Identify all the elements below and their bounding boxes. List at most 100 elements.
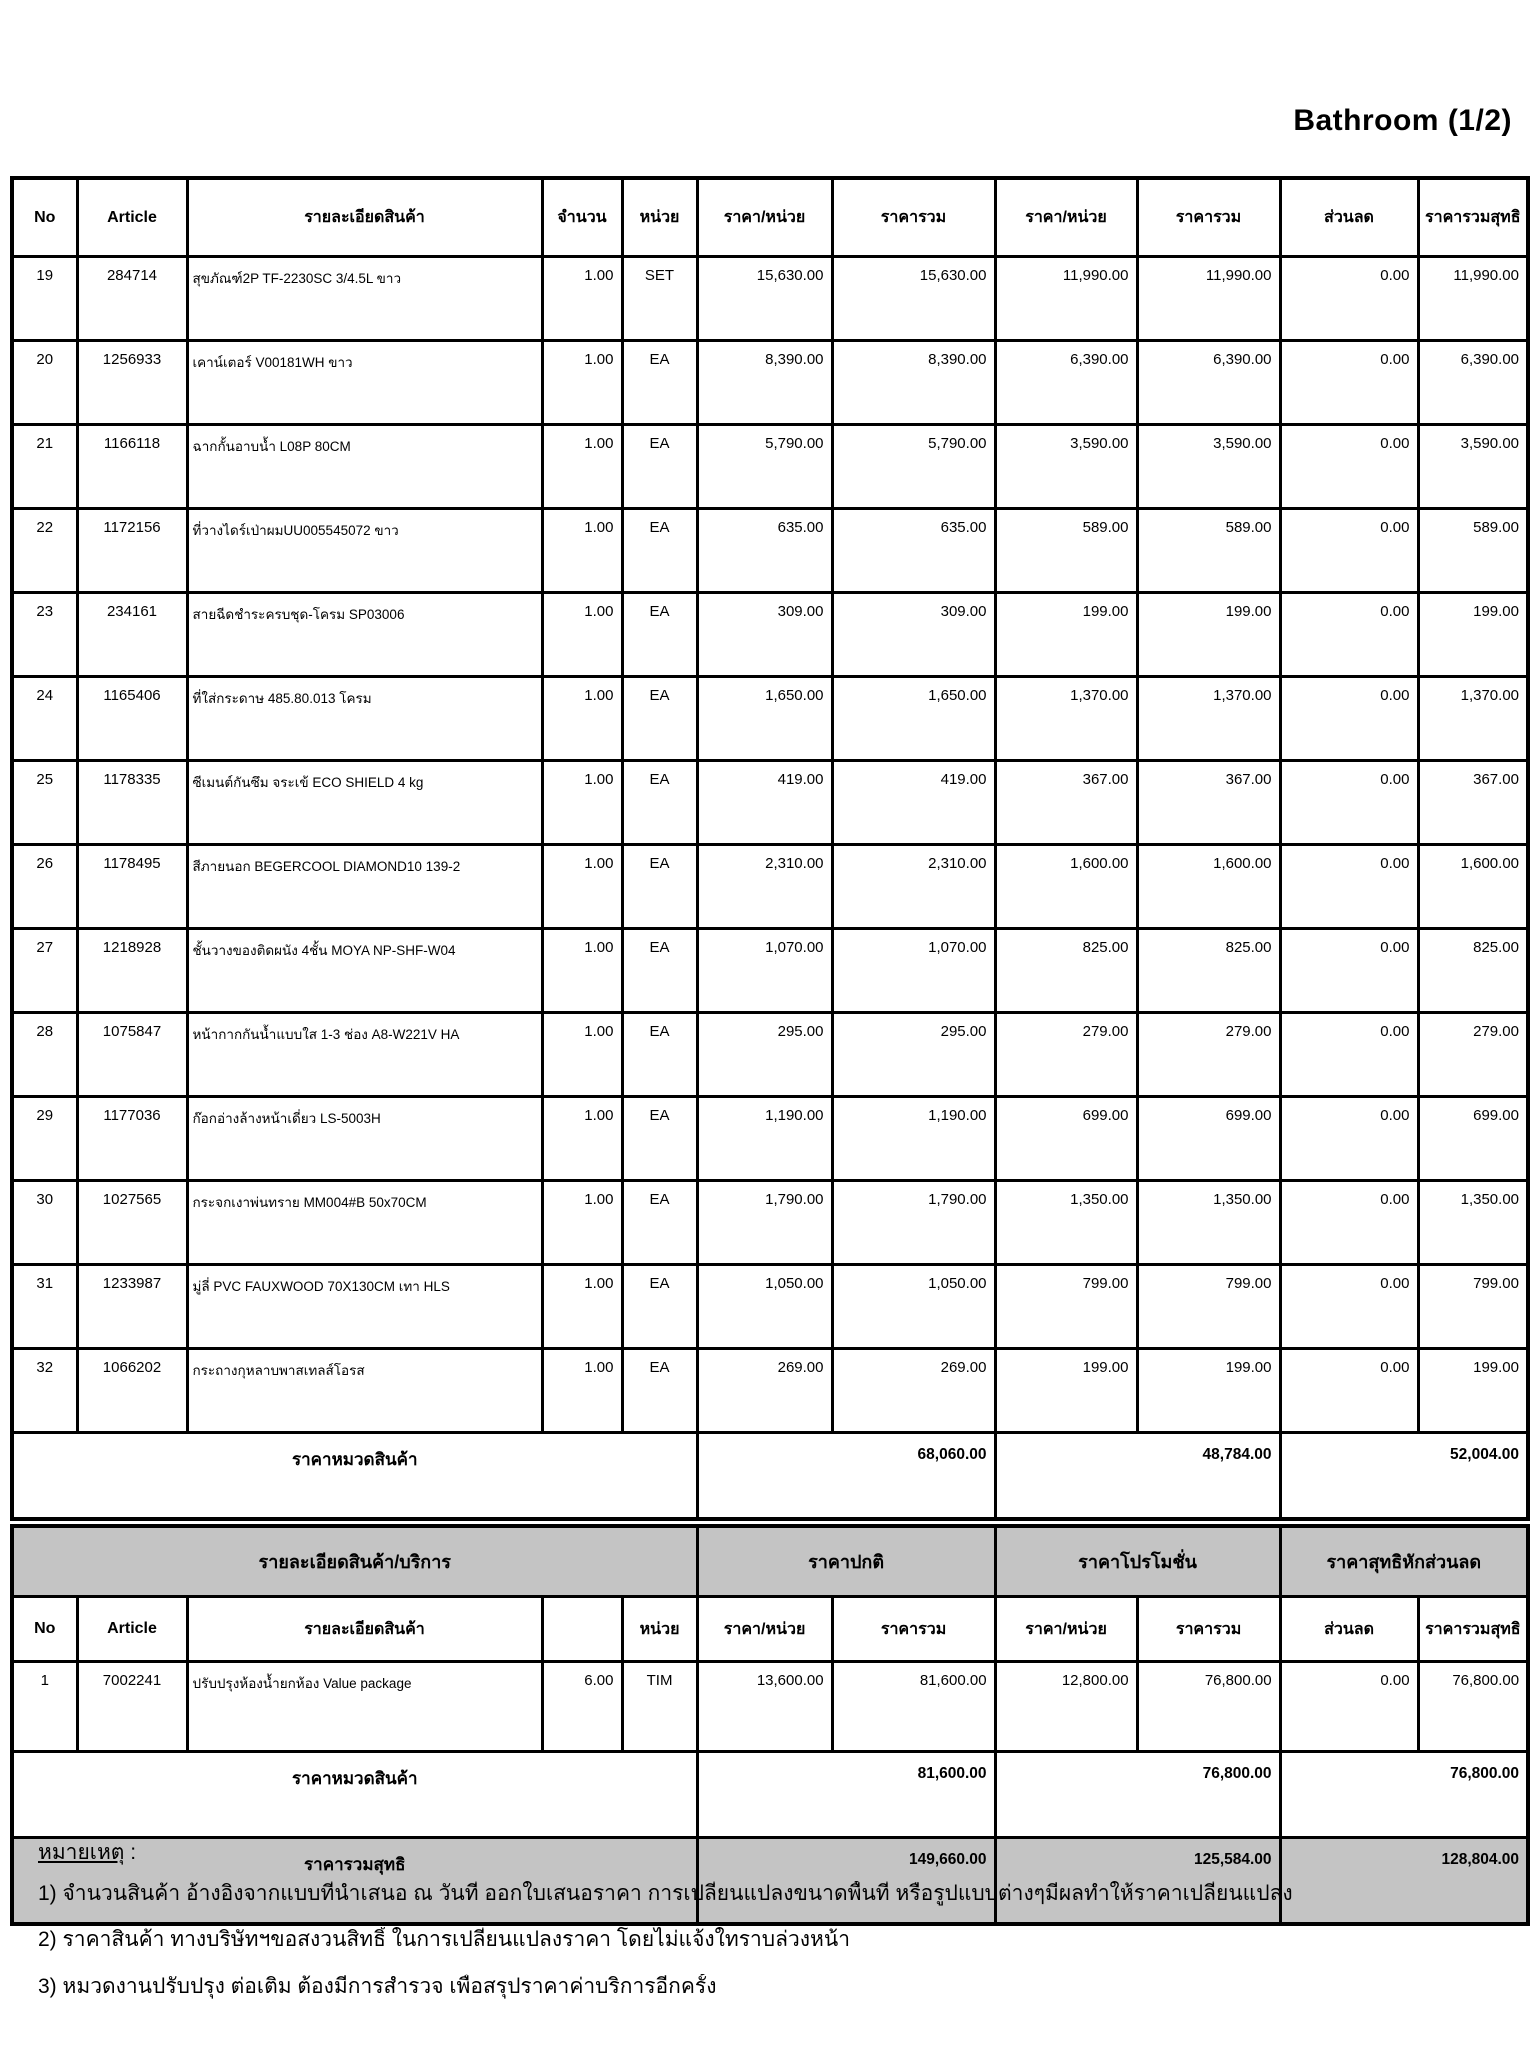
cell-total-normal: 635.00 (830, 507, 997, 594)
cell-discount: 0.00 (1278, 675, 1420, 762)
category-total-net: 52,004.00 (1278, 1431, 1530, 1521)
cell-total-promo: 199.00 (1135, 591, 1282, 678)
col-header-price-normal: ราคา/หน่วย (695, 176, 834, 258)
cell-no: 28 (10, 1011, 79, 1098)
cell-price-normal: 419.00 (695, 759, 834, 846)
cell-total-promo: 367.00 (1135, 759, 1282, 846)
cell-total-normal: 309.00 (830, 591, 997, 678)
cell-description: เคาน์เตอร์ V00181WH ขาว (185, 339, 544, 426)
cell-total-promo: 589.00 (1135, 507, 1282, 594)
col-header-discount: ส่วนลด (1278, 1595, 1420, 1663)
cell-unit: EA (620, 927, 699, 1014)
cell-total-promo: 1,370.00 (1135, 675, 1282, 762)
cell-description: หน้ากากกันน้ำแบบใส 1-3 ช่อง A8-W221V HA (185, 1011, 544, 1098)
cell-qty: 6.00 (540, 1660, 624, 1753)
cell-unit: EA (620, 507, 699, 594)
note-line: 3) หมวดงานปรับปรุง ต่อเติม ต้องมีการสำรว… (38, 1974, 717, 1998)
cell-unit: EA (620, 1179, 699, 1266)
cell-total-net: 589.00 (1416, 507, 1530, 594)
cell-discount: 0.00 (1278, 843, 1420, 930)
cell-total-net: 6,390.00 (1416, 339, 1530, 426)
band-net-label: ราคาสุทธิหักส่วนลด (1278, 1524, 1530, 1598)
cell-unit: EA (620, 759, 699, 846)
cell-price-normal: 295.00 (695, 1011, 834, 1098)
cell-price-promo: 589.00 (993, 507, 1139, 594)
cell-qty: 1.00 (540, 927, 624, 1014)
col-header-total-promo: ราคารวม (1135, 1595, 1282, 1663)
cell-qty: 1.00 (540, 1011, 624, 1098)
cell-article: 1166118 (75, 423, 189, 510)
cell-article: 1178335 (75, 759, 189, 846)
cell-discount: 0.00 (1278, 1095, 1420, 1182)
grand-total-label: ราคารวมสุทธิ (10, 1836, 699, 1926)
cell-description: มู่ลี่ PVC FAUXWOOD 70X130CM เทา HLS (185, 1263, 544, 1350)
cell-price-promo: 1,370.00 (993, 675, 1139, 762)
cell-qty: 1.00 (540, 339, 624, 426)
cell-no: 29 (10, 1095, 79, 1182)
cell-discount: 0.00 (1278, 507, 1420, 594)
table-row: 19 284714 สุขภัณฑ์2P TF-2230SC 3/4.5L ขา… (10, 255, 1530, 342)
cell-total-promo: 3,590.00 (1135, 423, 1282, 510)
col-header-qty: จำนวน (540, 176, 624, 258)
cell-total-normal: 1,070.00 (830, 927, 997, 1014)
table-row: 25 1178335 ซีเมนต์กันซึม จระเข้ ECO SHIE… (10, 759, 1530, 846)
quotation-tables: No Article รายละเอียดสินค้า จำนวน หน่วย … (10, 176, 1531, 1926)
cell-description: สายฉีดชำระครบชุด-โครม SP03006 (185, 591, 544, 678)
cell-total-net: 3,590.00 (1416, 423, 1530, 510)
cell-price-promo: 199.00 (993, 591, 1139, 678)
table-row: 31 1233987 มู่ลี่ PVC FAUXWOOD 70X130CM … (10, 1263, 1530, 1350)
cell-description: ที่ใส่กระดาษ 485.80.013 โครม (185, 675, 544, 762)
table-row: 26 1178495 สีภายนอก BEGERCOOL DIAMOND10 … (10, 843, 1530, 930)
cell-article: 1066202 (75, 1347, 189, 1434)
table-row: 1 7002241 ปรับปรุงห้องน้ำยกห้อง Value pa… (10, 1660, 1530, 1753)
cell-article: 1075847 (75, 1011, 189, 1098)
cell-discount: 0.00 (1278, 339, 1420, 426)
cell-qty: 1.00 (540, 1095, 624, 1182)
cell-qty: 1.00 (540, 255, 624, 342)
cell-no: 23 (10, 591, 79, 678)
cell-no: 30 (10, 1179, 79, 1266)
cell-discount: 0.00 (1278, 759, 1420, 846)
cell-total-promo: 1,600.00 (1135, 843, 1282, 930)
cell-total-net: 11,990.00 (1416, 255, 1530, 342)
cell-unit: EA (620, 1347, 699, 1434)
cell-price-normal: 1,050.00 (695, 1263, 834, 1350)
col-header-article: Article (75, 1595, 189, 1663)
cell-article: 1027565 (75, 1179, 189, 1266)
cell-price-promo: 1,600.00 (993, 843, 1139, 930)
cell-price-promo: 3,590.00 (993, 423, 1139, 510)
cell-total-normal: 5,790.00 (830, 423, 997, 510)
cell-qty: 1.00 (540, 843, 624, 930)
cell-total-normal: 81,600.00 (830, 1660, 997, 1753)
cell-description: กระจกเงาพ่นทราย MM004#B 50x70CM (185, 1179, 544, 1266)
category-total-net: 76,800.00 (1278, 1750, 1530, 1839)
note-line: 1) จำนวนสินค้า อ้างอิงจากแบบที่นำเสนอ ณ … (38, 1882, 1293, 1906)
band-normal-label: ราคาปกติ (695, 1524, 997, 1598)
cell-description: ก๊อกอ่างล้างหน้าเดี่ยว LS-5003H (185, 1095, 544, 1182)
services-table-header-row: No Article รายละเอียดสินค้า หน่วย ราคา/ห… (10, 1595, 1530, 1663)
cell-article: 1165406 (75, 675, 189, 762)
cell-total-normal: 15,630.00 (830, 255, 997, 342)
section-band-row: รายละเอียดสินค้า/บริการ ราคาปกติ ราคาโปร… (10, 1524, 1530, 1598)
col-header-total-normal: ราคารวม (830, 1595, 997, 1663)
col-header-price-promo: ราคา/หน่วย (993, 176, 1139, 258)
col-header-unit: หน่วย (620, 1595, 699, 1663)
cell-no: 27 (10, 927, 79, 1014)
category-total-normal: 81,600.00 (695, 1750, 997, 1839)
cell-price-normal: 2,310.00 (695, 843, 834, 930)
table-row: 24 1165406 ที่ใส่กระดาษ 485.80.013 โครม … (10, 675, 1530, 762)
cell-unit: EA (620, 339, 699, 426)
band-promo-label: ราคาโปรโมชั่น (993, 1524, 1282, 1598)
cell-price-normal: 5,790.00 (695, 423, 834, 510)
cell-qty: 1.00 (540, 1263, 624, 1350)
col-header-total-normal: ราคารวม (830, 176, 997, 258)
table-row: 28 1075847 หน้ากากกันน้ำแบบใส 1-3 ช่อง A… (10, 1011, 1530, 1098)
note-line: 2) ราคาสินค้า ทางบริษัทฯขอสงวนสิทธิ์ ในก… (38, 1928, 851, 1952)
table-row: 20 1256933 เคาน์เตอร์ V00181WH ขาว 1.00 … (10, 339, 1530, 426)
category-total-label: ราคาหมวดสินค้า (10, 1750, 699, 1839)
notes-heading-label: หมายเหตุ (38, 1841, 125, 1864)
cell-article: 1172156 (75, 507, 189, 594)
col-header-unit: หน่วย (620, 176, 699, 258)
cell-qty: 1.00 (540, 1179, 624, 1266)
cell-price-normal: 8,390.00 (695, 339, 834, 426)
